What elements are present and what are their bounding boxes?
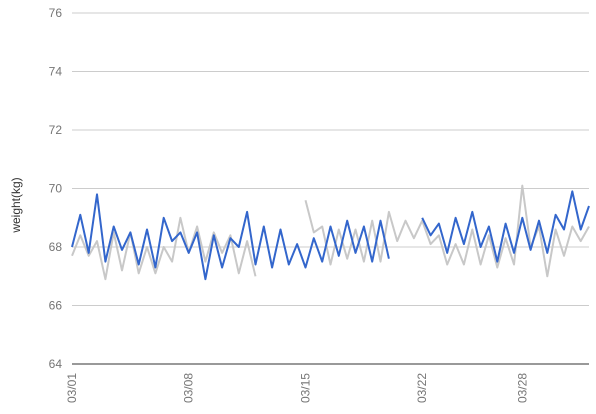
- y-tick-label: 72: [49, 123, 63, 137]
- series-line-blue: [71, 193, 390, 281]
- x-tick-label: 03/15: [298, 373, 312, 403]
- y-axis-title: weight(kg): [9, 177, 23, 233]
- y-tick-label: 66: [49, 299, 63, 313]
- series-line-gray: [304, 184, 590, 278]
- x-tick-label: 03/22: [415, 373, 429, 403]
- x-tick-label: 03/01: [65, 373, 79, 403]
- x-tick-label: 03/28: [515, 373, 529, 403]
- y-tick-label: 74: [49, 65, 63, 79]
- y-axis-ticks: 64 66 68 70 72 74 76: [49, 6, 63, 371]
- y-tick-label: 70: [49, 182, 63, 196]
- x-tick-label: 03/08: [182, 373, 196, 403]
- y-tick-label: 64: [49, 357, 63, 371]
- y-tick-label: 76: [49, 6, 63, 20]
- gridlines: [72, 12, 589, 365]
- y-tick-label: 68: [49, 240, 63, 254]
- series-lines: [71, 184, 590, 281]
- x-axis-ticks: 03/01 03/08 03/15 03/22 03/28: [65, 373, 529, 403]
- series-line-blue: [421, 190, 590, 263]
- series-line-gray: [71, 216, 257, 281]
